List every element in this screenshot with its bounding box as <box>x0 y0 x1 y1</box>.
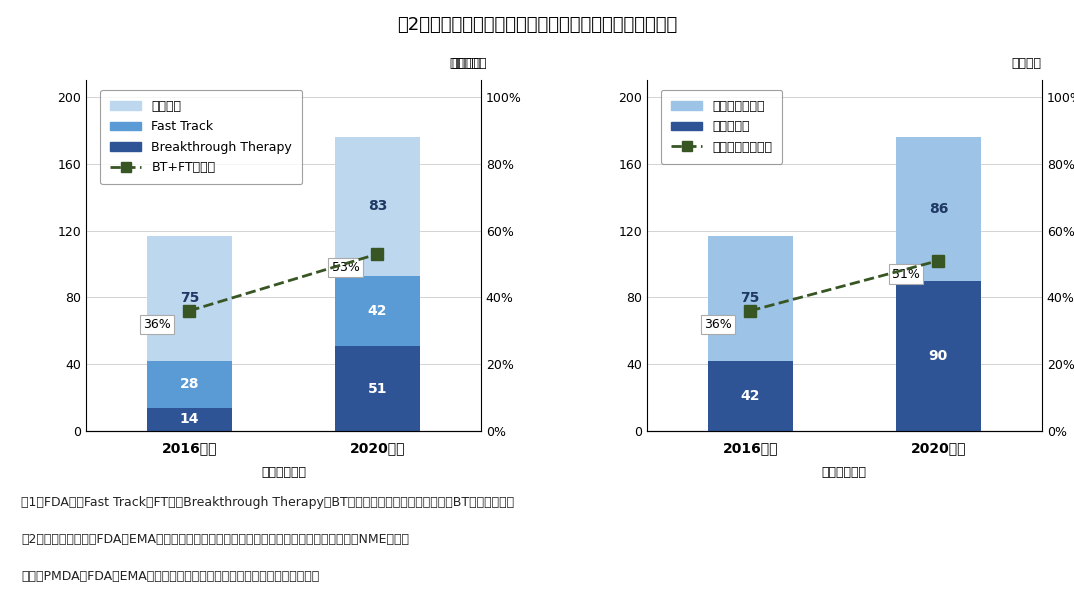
Text: 86: 86 <box>929 202 948 216</box>
Bar <box>335 137 420 276</box>
Bar <box>335 346 420 431</box>
Text: （品目数）: （品目数） <box>449 57 487 70</box>
Bar <box>708 235 793 361</box>
Text: 90: 90 <box>929 349 948 363</box>
Bar <box>896 137 981 281</box>
Text: 36%: 36% <box>705 318 732 331</box>
Bar <box>896 281 981 431</box>
Bar <box>708 361 793 431</box>
Text: 75: 75 <box>179 291 199 306</box>
Text: （調査時点）: （調査時点） <box>822 466 867 479</box>
Text: 42: 42 <box>367 304 388 318</box>
Text: 83: 83 <box>367 200 387 213</box>
Text: 51: 51 <box>367 381 388 395</box>
Text: 注1：FDAよりFast Track（FT）とBreakthrough Therapy（BT）の両方の指定を受けた品目はBT品として集計: 注1：FDAよりFast Track（FT）とBreakthrough Ther… <box>21 496 514 509</box>
Bar <box>147 408 232 431</box>
Text: 75: 75 <box>741 291 760 306</box>
Text: 28: 28 <box>179 378 199 391</box>
Text: 53%: 53% <box>332 261 360 274</box>
Text: 注2：オーファンは、FDAとEMAの少なくともどちらか一方からオーファン指定を受けているNMEを集計: 注2：オーファンは、FDAとEMAの少なくともどちらか一方からオーファン指定を受… <box>21 533 409 546</box>
Bar <box>335 276 420 346</box>
Text: 51%: 51% <box>892 267 920 280</box>
Text: （割合）: （割合） <box>1012 57 1042 70</box>
Legend: オーファン以外, オーファン, ・オーファン割合: オーファン以外, オーファン, ・オーファン割合 <box>661 90 782 164</box>
Text: 出所：PMDA、FDA、EMAの各公開情報をもとに医薬産業政策研究所にて作成: 出所：PMDA、FDA、EMAの各公開情報をもとに医薬産業政策研究所にて作成 <box>21 570 320 583</box>
Bar <box>147 235 232 361</box>
Bar <box>147 361 232 408</box>
Text: 42: 42 <box>740 389 760 403</box>
Text: 36%: 36% <box>144 318 171 331</box>
Text: （調査時点）: （調査時点） <box>261 466 306 479</box>
Text: 図2　国内未承認薬の薬事上の特別措置指定数とその割合: 図2 国内未承認薬の薬事上の特別措置指定数とその割合 <box>397 16 677 34</box>
Text: （割合）: （割合） <box>451 57 481 70</box>
Legend: 下記以外, Fast Track, Breakthrough Therapy, BT+FTの割合: 下記以外, Fast Track, Breakthrough Therapy, … <box>100 90 302 184</box>
Text: 14: 14 <box>179 413 199 426</box>
